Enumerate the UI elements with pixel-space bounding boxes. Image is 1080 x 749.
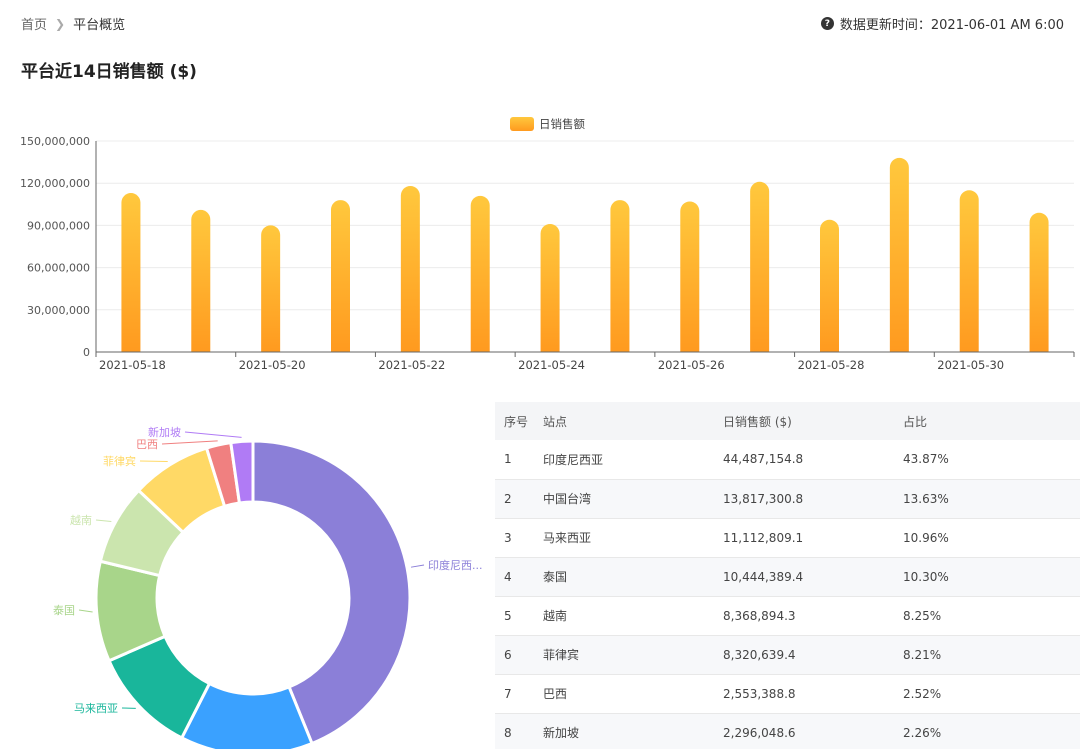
table-row: 2 中国台湾 13,817,300.8 13.63%	[495, 479, 1080, 518]
cell-sales: 8,368,894.3	[723, 608, 796, 623]
donut-label: 印度尼西...	[428, 558, 483, 572]
breadcrumb-home-link[interactable]: 首页	[21, 18, 48, 33]
table-row: 7 巴西 2,553,388.8 2.52%	[495, 674, 1080, 713]
breadcrumb: 首页 ❯ 平台概览	[21, 14, 126, 34]
cell-index: 3	[504, 530, 512, 545]
y-tick-label: 90,000,000	[27, 219, 90, 232]
cell-site: 越南	[543, 609, 568, 623]
breadcrumb-current: 平台概览	[73, 18, 126, 33]
donut-label-line	[78, 609, 93, 613]
cell-share: 43.87%	[903, 452, 949, 467]
cell-index: 4	[504, 569, 512, 584]
cell-site: 菲律宾	[543, 648, 580, 662]
bar-2021-05-19	[191, 209, 211, 352]
help-icon[interactable]: ?	[820, 17, 834, 30]
cell-sales: 44,487,154.8	[723, 452, 804, 467]
cell-sales: 13,817,300.8	[723, 491, 804, 506]
bar-2021-05-24	[540, 223, 560, 352]
cell-share: 13.63%	[903, 491, 949, 506]
bar-2021-05-30	[959, 190, 979, 352]
bar-2021-05-31	[1029, 212, 1049, 352]
legend-swatch	[510, 117, 534, 131]
bar-2021-05-23	[470, 195, 490, 352]
cell-share: 2.26%	[903, 725, 942, 740]
donut-slice-8	[229, 439, 255, 505]
cell-share: 10.30%	[903, 569, 949, 584]
donut-label-line	[95, 519, 112, 522]
donut-label: 越南	[70, 513, 92, 527]
cell-share: 2.52%	[903, 686, 942, 701]
table-row: 3 马来西亚 11,112,809.1 10.96%	[495, 518, 1080, 557]
bar-2021-05-28	[820, 219, 839, 352]
cell-index: 5	[504, 608, 512, 623]
cell-site: 巴西	[543, 687, 568, 701]
x-tick-label: 2021-05-24	[518, 358, 585, 372]
bar-2021-05-21	[331, 200, 350, 352]
legend-label: 日销售额	[539, 117, 585, 131]
table-row: 5 越南 8,368,894.3 8.25%	[495, 596, 1080, 635]
x-tick-label: 2021-05-20	[239, 358, 306, 372]
x-tick-label: 2021-05-22	[378, 358, 445, 372]
cell-index: 8	[504, 725, 512, 740]
chevron-right-icon: ❯	[55, 16, 66, 31]
site-sales-table: 序号 站点 日销售额 ($) 占比 1 印度尼西亚 44,487,154.8 4…	[495, 402, 1080, 749]
x-tick-label: 2021-05-28	[798, 358, 865, 372]
table-row: 4 泰国 10,444,389.4 10.30%	[495, 557, 1080, 596]
cell-share: 10.96%	[903, 530, 949, 545]
y-tick-label: 30,000,000	[27, 304, 90, 317]
cell-sales: 10,444,389.4	[723, 569, 804, 584]
y-tick-label: 120,000,000	[20, 177, 90, 190]
bar-2021-05-20	[261, 225, 281, 352]
header-site: 站点	[543, 414, 568, 429]
cell-sales: 2,553,388.8	[723, 686, 796, 701]
x-tick-label: 2021-05-26	[658, 358, 725, 372]
header-index: 序号	[504, 414, 529, 429]
cell-site: 马来西亚	[543, 531, 592, 545]
data-update-info: ? 数据更新时间：2021-06-01 AM 6:00	[820, 14, 1064, 33]
cell-index: 2	[504, 491, 512, 506]
donut-slice-1	[251, 439, 412, 746]
cell-index: 7	[504, 686, 512, 701]
table-row: 8 新加坡 2,296,048.6 2.26%	[495, 713, 1080, 749]
cell-sales: 8,320,639.4	[723, 647, 796, 662]
cell-site: 新加坡	[543, 726, 580, 740]
table-header-row: 序号 站点 日销售额 ($) 占比	[495, 402, 1080, 440]
update-time-text: 数据更新时间：2021-06-01 AM 6:00	[839, 18, 1064, 33]
bar-2021-05-29	[889, 157, 909, 352]
x-tick-label: 2021-05-30	[937, 358, 1004, 372]
donut-label-line	[184, 431, 242, 438]
table-row: 6 菲律宾 8,320,639.4 8.21%	[495, 635, 1080, 674]
donut-label: 马来西亚	[74, 702, 118, 715]
cell-site: 印度尼西亚	[543, 452, 604, 467]
daily-sales-bar-chart: 0 30,000,000 60,000,000 90,000,000 120,000,0…	[20, 117, 1075, 372]
bar-2021-05-22	[400, 186, 420, 352]
donut-label: 菲律宾	[103, 454, 136, 468]
y-tick-label: 150,000,000	[20, 135, 90, 148]
bar-2021-05-26	[680, 201, 700, 352]
donut-label-line	[410, 564, 425, 568]
bar-2021-05-18	[121, 193, 141, 352]
page-title: 平台近14日销售额 ($)	[21, 62, 197, 82]
y-tick-label: 0	[83, 346, 90, 359]
cell-share: 8.21%	[903, 647, 942, 662]
donut-label: 泰国	[53, 603, 75, 617]
donut-label: 新加坡	[148, 425, 181, 439]
header-share: 占比	[903, 414, 928, 429]
header-daily-sales: 日销售额 ($)	[723, 414, 792, 429]
y-tick-label: 60,000,000	[27, 262, 90, 275]
cell-sales: 11,112,809.1	[723, 530, 804, 545]
cell-site: 中国台湾	[543, 492, 592, 506]
cell-index: 1	[504, 452, 512, 467]
bar-2021-05-27	[750, 181, 770, 352]
table-row: 1 印度尼西亚 44,487,154.8 43.87%	[495, 440, 1080, 479]
bar-2021-05-25	[610, 200, 630, 352]
cell-share: 8.25%	[903, 608, 942, 623]
cell-index: 6	[504, 647, 512, 662]
x-tick-label: 2021-05-18	[99, 358, 166, 372]
donut-label-line	[161, 440, 218, 445]
cell-sales: 2,296,048.6	[723, 725, 796, 740]
donut-label: 巴西	[136, 438, 158, 451]
cell-site: 泰国	[543, 570, 568, 584]
